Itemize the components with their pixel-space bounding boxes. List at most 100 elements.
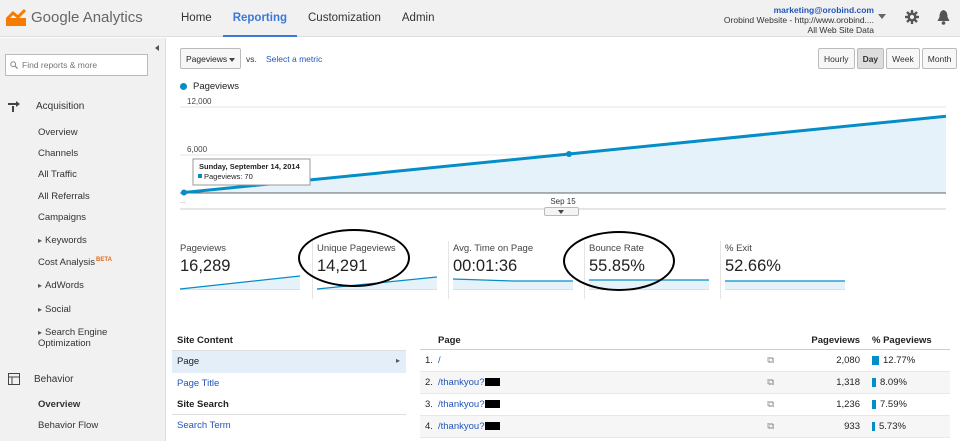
redaction-block bbox=[485, 400, 501, 409]
sidebar-item-overview[interactable]: Overview bbox=[38, 127, 78, 138]
collapse-sidebar-icon[interactable] bbox=[155, 45, 159, 51]
sidebar-item-seo[interactable]: Search Engine Optimization bbox=[38, 327, 118, 349]
metric-avg-time-on-page[interactable]: Avg. Time on Page 00:01:36 bbox=[448, 241, 584, 299]
sidebar-item-behavior-flow[interactable]: Behavior Flow bbox=[38, 420, 99, 431]
y-tick-6000: 6,000 bbox=[187, 145, 208, 154]
row-number: 4. bbox=[425, 421, 433, 432]
chevron-down-icon[interactable] bbox=[878, 14, 886, 19]
row-pct: 5.73% bbox=[860, 421, 950, 432]
granularity-hourly[interactable]: Hourly bbox=[818, 48, 855, 69]
sidebar-item-social[interactable]: Social bbox=[38, 304, 71, 315]
sidebar-item-all-traffic[interactable]: All Traffic bbox=[38, 169, 77, 180]
data-point-2[interactable] bbox=[566, 150, 572, 157]
tooltip-title: Sunday, September 14, 2014 bbox=[199, 162, 301, 171]
pages-table: Page Pageviews % Pageviews 1. / ⧉ 2,080 … bbox=[420, 331, 950, 438]
sidebar-item-channels[interactable]: Channels bbox=[38, 148, 79, 159]
chart-tooltip: Sunday, September 14, 2014 Pageviews: 70 bbox=[192, 158, 311, 186]
row-pct: 8.09% bbox=[860, 377, 950, 388]
col-page: Page bbox=[438, 334, 461, 346]
acquisition-arrows-icon bbox=[8, 101, 20, 112]
metric-value: 52.66% bbox=[725, 257, 781, 275]
row-page-link[interactable]: /thankyou? bbox=[438, 421, 730, 432]
redaction-block bbox=[485, 422, 501, 431]
vs-label: vs. bbox=[246, 54, 257, 64]
report-main: Pageviews vs. Select a metric Hourly Day… bbox=[166, 38, 960, 441]
behavior-icon bbox=[8, 373, 20, 385]
metric-pageviews[interactable]: Pageviews 16,289 bbox=[176, 241, 312, 299]
metric-value: 16,289 bbox=[180, 257, 231, 275]
pct-bar bbox=[872, 400, 876, 409]
metric-value: 00:01:36 bbox=[453, 257, 518, 275]
gear-icon[interactable] bbox=[905, 10, 919, 24]
beta-badge: BETA bbox=[96, 257, 112, 263]
data-point-1[interactable] bbox=[181, 189, 187, 196]
account-selector[interactable]: marketing@orobind.com Orobind Website - … bbox=[724, 5, 874, 35]
main-nav: Home Reporting Customization Admin bbox=[171, 0, 445, 37]
sparkline bbox=[180, 275, 300, 290]
legend-dot bbox=[180, 83, 187, 90]
sidebar-item-adwords[interactable]: AdWords bbox=[38, 280, 84, 291]
sparkline bbox=[453, 278, 573, 290]
brand-name: Google Analytics bbox=[31, 8, 143, 26]
pct-bar bbox=[872, 356, 879, 365]
row-pageviews: 1,318 bbox=[836, 377, 860, 388]
pct-bar bbox=[872, 378, 876, 387]
sidebar-item-cost-analysis[interactable]: Cost AnalysisBETA bbox=[38, 257, 112, 268]
account-email: marketing@orobind.com bbox=[773, 5, 874, 15]
open-page-icon[interactable]: ⧉ bbox=[767, 421, 774, 432]
dimension-page-title[interactable]: Page Title bbox=[177, 378, 220, 389]
dimension-page[interactable]: Page bbox=[172, 351, 406, 373]
open-page-icon[interactable]: ⧉ bbox=[767, 399, 774, 410]
table-row: 1. / ⧉ 2,080 12.77% bbox=[420, 350, 950, 372]
site-content-heading: Site Content bbox=[172, 331, 406, 351]
sidebar-item-campaigns[interactable]: Campaigns bbox=[38, 212, 87, 223]
nav-home[interactable]: Home bbox=[181, 12, 212, 24]
ga-logo[interactable]: Google Analytics bbox=[6, 8, 143, 26]
analytics-logo-icon bbox=[6, 8, 26, 26]
metric-exit[interactable]: % Exit 52.66% bbox=[720, 241, 856, 299]
col-pct-pageviews[interactable]: % Pageviews bbox=[872, 334, 932, 346]
table-header: Page Pageviews % Pageviews bbox=[420, 331, 950, 350]
redaction-block bbox=[485, 378, 501, 387]
granularity-day[interactable]: Day bbox=[856, 48, 885, 69]
row-pct: 12.77% bbox=[860, 355, 950, 366]
open-page-icon[interactable]: ⧉ bbox=[767, 377, 774, 388]
metric-name: % Exit bbox=[725, 243, 752, 254]
dimension-search-term[interactable]: Search Term bbox=[177, 420, 231, 431]
sidebar-item-all-referrals[interactable]: All Referrals bbox=[38, 191, 90, 202]
metric-dropdown[interactable]: Pageviews bbox=[180, 48, 241, 69]
y-tick-12000: 12,000 bbox=[187, 97, 212, 106]
x-start-label: ... bbox=[180, 198, 186, 205]
granularity-month[interactable]: Month bbox=[921, 48, 958, 69]
row-number: 2. bbox=[425, 377, 433, 388]
chart-legend: Pageviews bbox=[180, 81, 239, 92]
open-page-icon[interactable]: ⧉ bbox=[767, 355, 774, 366]
row-number: 3. bbox=[425, 399, 433, 410]
table-row: 4. /thankyou? ⧉ 933 5.73% bbox=[420, 416, 950, 438]
chart-scroll-handle[interactable] bbox=[544, 207, 579, 216]
sidebar-item-keywords[interactable]: Keywords bbox=[38, 235, 87, 246]
col-pageviews[interactable]: Pageviews bbox=[811, 334, 860, 346]
nav-customization[interactable]: Customization bbox=[308, 12, 381, 24]
sidebar-section-acquisition[interactable]: Acquisition bbox=[8, 100, 84, 112]
pageviews-chart[interactable]: 12,000 6,000 ... Sep 15 Sunday, Septembe… bbox=[166, 93, 960, 213]
row-page-link[interactable]: / bbox=[438, 355, 441, 366]
metric-name: Avg. Time on Page bbox=[453, 243, 534, 254]
bell-icon[interactable] bbox=[937, 10, 950, 25]
report-search[interactable] bbox=[5, 54, 148, 76]
row-page-link[interactable]: /thankyou? bbox=[438, 399, 730, 410]
sidebar-section-behavior[interactable]: Behavior bbox=[8, 373, 73, 385]
row-pageviews: 1,236 bbox=[836, 399, 860, 410]
granularity-buttons: Hourly Day Week Month bbox=[816, 48, 958, 69]
annotation-circle-bounce-rate bbox=[563, 231, 675, 291]
nav-admin[interactable]: Admin bbox=[401, 12, 435, 24]
select-metric-link[interactable]: Select a metric bbox=[266, 54, 323, 64]
granularity-week[interactable]: Week bbox=[886, 48, 920, 69]
search-input[interactable] bbox=[22, 60, 142, 70]
row-page-link[interactable]: /thankyou? bbox=[438, 377, 730, 388]
table-row: 3. /thankyou? ⧉ 1,236 7.59% bbox=[420, 394, 950, 416]
dimension-panel: Site Content Page Page Title Site Search… bbox=[172, 331, 406, 437]
sidebar-item-behavior-overview[interactable]: Overview bbox=[38, 399, 81, 410]
nav-reporting[interactable]: Reporting bbox=[222, 0, 297, 37]
pct-bar bbox=[872, 422, 875, 431]
